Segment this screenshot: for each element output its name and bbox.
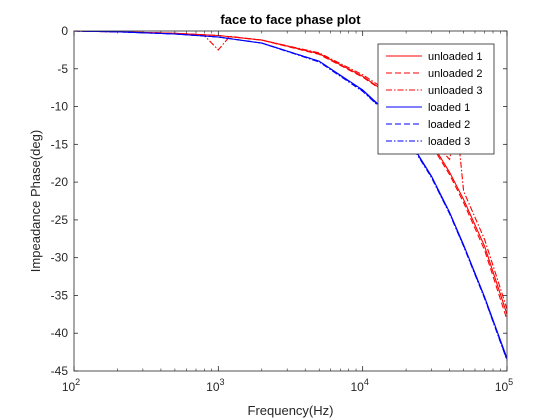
y-axis-label: Impeadance Phase(deg) <box>28 130 43 272</box>
x-tick-label: 103 <box>206 377 224 394</box>
y-tick-label: -30 <box>51 251 69 265</box>
y-tick-label: -35 <box>51 288 69 302</box>
x-tick-label: 104 <box>350 377 368 394</box>
chart-title: face to face phase plot <box>220 12 361 27</box>
x-axis-label: Frequency(Hz) <box>248 403 334 418</box>
legend-label: loaded 2 <box>428 119 470 131</box>
y-tick-label: -25 <box>51 213 69 227</box>
y-tick-label: -40 <box>51 326 69 340</box>
y-tick-label: 0 <box>61 24 68 38</box>
y-tick-label: -15 <box>51 137 69 151</box>
y-tick-label: -10 <box>51 100 69 114</box>
x-tick-label: 102 <box>62 377 80 394</box>
legend-label: unloaded 1 <box>428 51 482 63</box>
legend-label: loaded 1 <box>428 102 470 114</box>
y-tick-label: -45 <box>51 364 69 378</box>
legend: unloaded 1 unloaded 2 unloaded 3 loaded 1 lo… <box>378 44 494 154</box>
x-tick-label: 105 <box>495 377 513 394</box>
legend-label: loaded 3 <box>428 136 470 148</box>
y-tick-label: -5 <box>57 62 68 76</box>
y-tick-label: -20 <box>51 175 69 189</box>
legend-label: unloaded 3 <box>428 85 482 97</box>
legend-label: unloaded 2 <box>428 68 482 80</box>
